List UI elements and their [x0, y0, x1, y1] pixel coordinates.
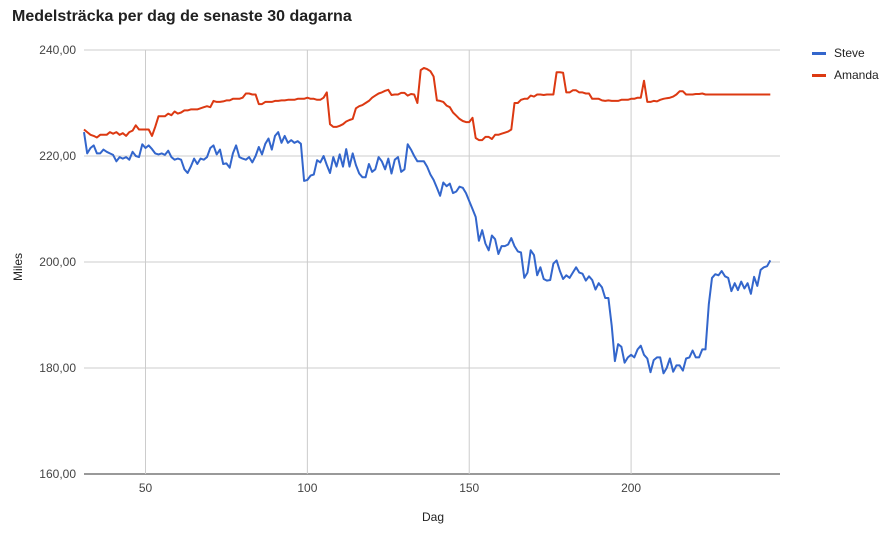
legend-label: Amanda — [834, 68, 879, 82]
legend-item-amanda[interactable]: Amanda — [812, 64, 879, 86]
series-line-steve — [83, 131, 772, 375]
y-axis-ticks: 160,00 180,00 200,00 220,00 240,00 — [39, 43, 76, 481]
legend-item-steve[interactable]: Steve — [812, 42, 879, 64]
x-tick-label: 100 — [297, 481, 317, 495]
y-axis-label: Miles — [11, 253, 25, 281]
legend: Steve Amanda — [812, 42, 879, 86]
y-tick-label: 240,00 — [39, 43, 76, 57]
legend-label: Steve — [834, 46, 865, 60]
x-tick-label: 200 — [621, 481, 641, 495]
y-tick-label: 160,00 — [39, 467, 76, 481]
legend-swatch — [812, 51, 826, 55]
x-axis-ticks: 50 100 150 200 — [139, 481, 642, 495]
y-tick-label: 180,00 — [39, 361, 76, 375]
y-tick-label: 200,00 — [39, 255, 76, 269]
y-tick-label: 220,00 — [39, 149, 76, 163]
x-axis-label: Dag — [422, 510, 444, 524]
legend-swatch — [812, 73, 826, 77]
x-tick-label: 150 — [459, 481, 479, 495]
series-lines — [83, 67, 772, 375]
chart-title: Medelsträcka per dag de senaste 30 dagar… — [12, 8, 352, 25]
x-tick-label: 50 — [139, 481, 153, 495]
gridlines — [84, 49, 780, 475]
series-line-amanda — [83, 67, 771, 142]
